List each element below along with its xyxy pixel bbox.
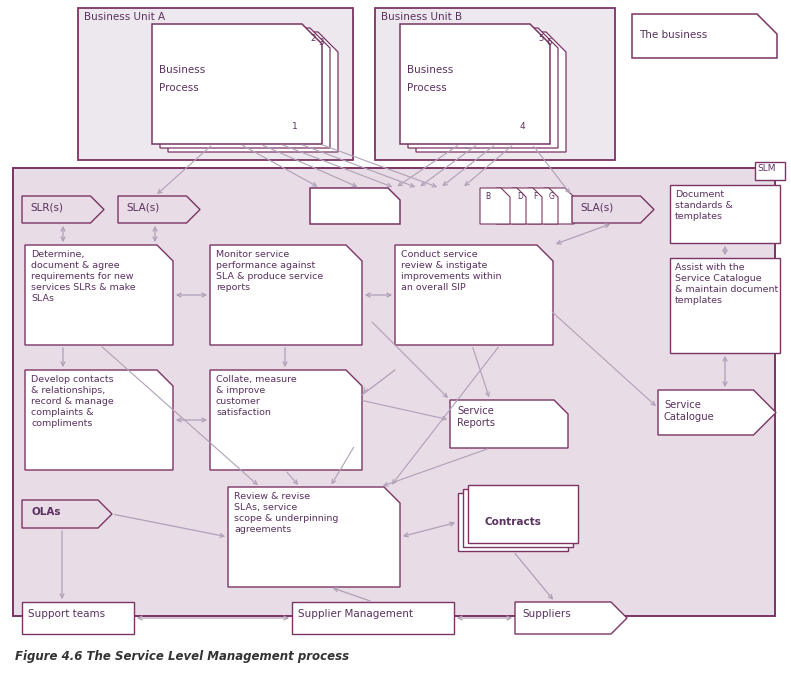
- Polygon shape: [25, 370, 173, 470]
- Text: The business: The business: [639, 30, 707, 40]
- Polygon shape: [755, 162, 785, 180]
- Polygon shape: [310, 188, 400, 224]
- Text: C: C: [501, 192, 506, 201]
- Text: Review & revise
SLAs, service
scope & underpinning
agreements: Review & revise SLAs, service scope & un…: [234, 492, 339, 535]
- Polygon shape: [658, 390, 776, 435]
- Text: Service
Reports: Service Reports: [457, 406, 495, 429]
- Text: Figure 4.6 The Service Level Management process: Figure 4.6 The Service Level Management …: [15, 650, 349, 663]
- Polygon shape: [152, 24, 322, 144]
- Text: 1: 1: [292, 122, 297, 131]
- Text: D: D: [517, 192, 523, 201]
- Text: 5: 5: [538, 34, 543, 43]
- Polygon shape: [25, 245, 173, 345]
- Text: Contracts: Contracts: [485, 517, 541, 527]
- Text: Supplier Management: Supplier Management: [298, 609, 413, 619]
- Polygon shape: [400, 24, 550, 144]
- Text: Business Unit B: Business Unit B: [381, 12, 462, 22]
- Text: G: G: [549, 192, 554, 201]
- Text: SLM: SLM: [757, 164, 775, 173]
- Text: SLR(s): SLR(s): [30, 202, 63, 212]
- Text: 2: 2: [310, 34, 316, 43]
- Polygon shape: [480, 188, 510, 224]
- Text: SLA(s): SLA(s): [126, 202, 159, 212]
- Text: Support teams: Support teams: [28, 609, 105, 619]
- Text: 6: 6: [546, 38, 551, 47]
- Text: Determine,
document & agree
requirements for new
services SLRs & make
SLAs: Determine, document & agree requirements…: [31, 250, 135, 303]
- Polygon shape: [22, 602, 134, 634]
- Text: 4: 4: [520, 122, 526, 131]
- Polygon shape: [168, 32, 338, 152]
- Polygon shape: [632, 14, 777, 58]
- Text: Assist with the
Service Catalogue
& maintain document
templates: Assist with the Service Catalogue & main…: [675, 263, 778, 305]
- Text: Business: Business: [159, 65, 205, 75]
- Polygon shape: [544, 188, 574, 224]
- Text: Monitor service
performance against
SLA & produce service
reports: Monitor service performance against SLA …: [216, 250, 324, 292]
- Polygon shape: [210, 370, 362, 470]
- Polygon shape: [13, 168, 775, 616]
- Polygon shape: [670, 185, 780, 243]
- Polygon shape: [210, 245, 362, 345]
- Text: Process: Process: [407, 83, 447, 93]
- Text: B: B: [485, 192, 490, 201]
- Text: Conduct service
review & instigate
improvements within
an overall SIP: Conduct service review & instigate impro…: [401, 250, 501, 292]
- Text: F: F: [533, 192, 537, 201]
- Text: Process: Process: [159, 83, 199, 93]
- Polygon shape: [572, 196, 654, 223]
- Polygon shape: [450, 400, 568, 448]
- Text: Business Unit A: Business Unit A: [84, 12, 165, 22]
- Text: Service A: Service A: [318, 198, 367, 208]
- Polygon shape: [468, 485, 578, 543]
- Text: Service
Catalogue: Service Catalogue: [664, 400, 715, 423]
- Polygon shape: [528, 188, 558, 224]
- Text: 3: 3: [318, 38, 324, 47]
- Text: OLAs: OLAs: [32, 507, 62, 517]
- Polygon shape: [292, 602, 454, 634]
- Text: SLA(s): SLA(s): [580, 202, 613, 212]
- Polygon shape: [408, 28, 558, 148]
- Polygon shape: [515, 602, 627, 634]
- Polygon shape: [118, 196, 200, 223]
- Polygon shape: [416, 32, 566, 152]
- Polygon shape: [670, 258, 780, 353]
- Text: Develop contacts
& relationships,
record & manage
complaints &
compliments: Develop contacts & relationships, record…: [31, 375, 114, 429]
- Text: Business: Business: [407, 65, 453, 75]
- Polygon shape: [496, 188, 526, 224]
- Polygon shape: [458, 493, 568, 551]
- Polygon shape: [78, 8, 353, 160]
- Polygon shape: [463, 489, 573, 547]
- Text: Document
standards &
templates: Document standards & templates: [675, 190, 732, 221]
- Polygon shape: [228, 487, 400, 587]
- Text: Suppliers: Suppliers: [522, 609, 571, 619]
- Polygon shape: [395, 245, 553, 345]
- Polygon shape: [22, 196, 104, 223]
- Polygon shape: [160, 28, 330, 148]
- Polygon shape: [375, 8, 615, 160]
- Polygon shape: [22, 500, 112, 528]
- Polygon shape: [512, 188, 542, 224]
- Text: Collate, measure
& improve
customer
satisfaction: Collate, measure & improve customer sati…: [216, 375, 297, 417]
